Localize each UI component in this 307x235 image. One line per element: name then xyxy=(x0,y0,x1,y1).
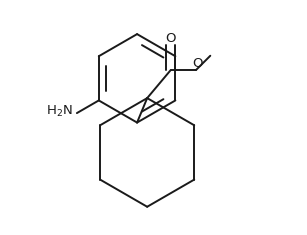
Text: H$_2$N: H$_2$N xyxy=(46,104,73,119)
Text: O: O xyxy=(192,57,203,70)
Text: O: O xyxy=(165,32,176,45)
